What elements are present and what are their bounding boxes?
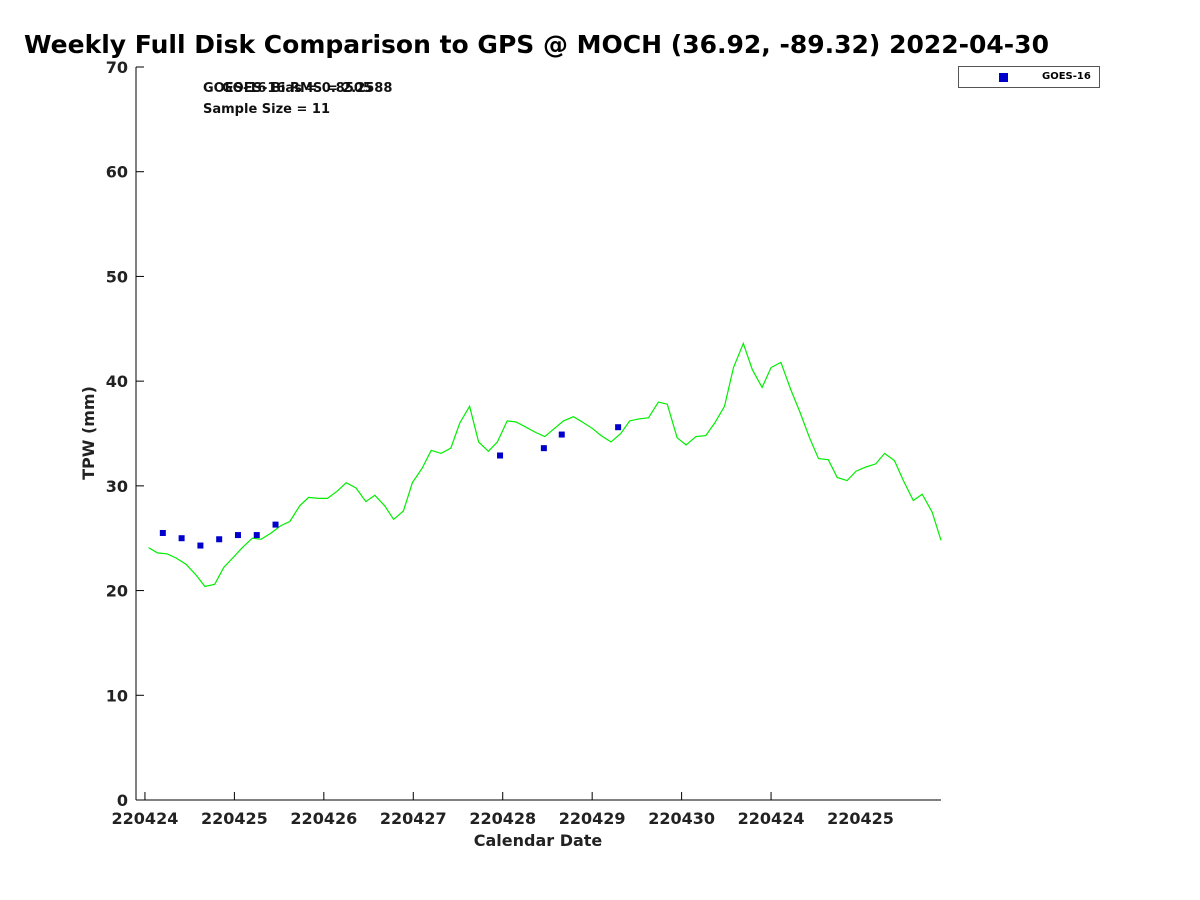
y-tick-label: 10	[106, 686, 128, 705]
goes16-point	[159, 529, 166, 536]
goes16-point	[558, 431, 565, 438]
chart-title: Weekly Full Disk Comparison to GPS @ MOC…	[24, 30, 1049, 59]
gps-tpw-line	[148, 341, 942, 588]
x-tick-label: 220427	[380, 809, 447, 828]
goes16-point	[178, 535, 185, 542]
x-tick-label: 220428	[469, 809, 536, 828]
x-tick-label: 220426	[290, 809, 357, 828]
x-tick-label: 220430	[648, 809, 715, 828]
goes16-point	[615, 424, 622, 431]
goes16-point	[216, 536, 223, 543]
y-tick-label: 70	[106, 58, 128, 77]
y-axis-label: TPW (mm)	[79, 386, 98, 480]
goes16-point	[497, 452, 504, 459]
x-tick-label: 220425	[827, 809, 894, 828]
series-group	[148, 341, 942, 588]
axes-group	[135, 67, 941, 801]
goes16-point	[234, 532, 241, 539]
y-tick-label: 40	[106, 372, 128, 391]
x-tick-label: 220424	[738, 809, 805, 828]
goes16-point	[540, 445, 547, 452]
y-tick-label: 0	[117, 791, 128, 810]
goes16-point	[197, 542, 204, 549]
y-tick-label: 60	[106, 163, 128, 182]
y-tick-label: 20	[106, 582, 128, 601]
stats-rms: GOES-16 RMS = 2.2588	[222, 81, 392, 96]
legend-label-goes16: GOES-16	[1042, 71, 1091, 82]
x-axis-label: Calendar Date	[474, 831, 603, 850]
y-tick-label: 30	[106, 477, 128, 496]
stats-sample-size: Sample Size = 11	[203, 102, 330, 117]
x-tick-label: 220424	[112, 809, 179, 828]
goes16-point	[272, 521, 279, 528]
goes16-point	[253, 532, 260, 539]
y-tick-label: 50	[106, 267, 128, 286]
ticks-group: 0 10 20 30 40 50 60 70 220424 220425 220426 220427 2…	[106, 58, 894, 828]
x-tick-label: 220429	[559, 809, 626, 828]
legend-marker-goes16	[999, 73, 1008, 82]
stats-bias: GOES-16 Bias = 0.8505	[203, 81, 372, 96]
x-tick-label: 220425	[201, 809, 268, 828]
legend: GOES-16	[958, 66, 1100, 88]
